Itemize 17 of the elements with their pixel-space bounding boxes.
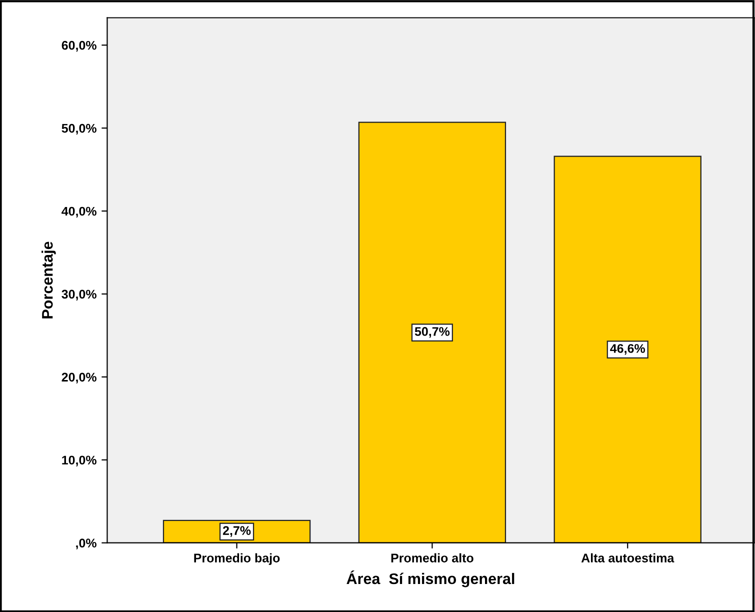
x-tick-label: Promedio bajo [194, 553, 280, 565]
x-axis-title: Área Sí mismo general [346, 570, 514, 588]
y-tick-label: 40,0% [62, 206, 96, 218]
y-tick-label: ,0% [76, 538, 96, 550]
x-tick-label: Alta autoestima [581, 553, 674, 562]
x-tick-label: Promedio alto [391, 553, 474, 562]
y-tick-label: 50,0% [62, 124, 96, 135]
y-tick-label: 30,0% [62, 290, 96, 300]
y-tick-label: 20,0% [62, 372, 96, 384]
data-label: 50,7% [414, 327, 450, 338]
data-label: 46,6% [610, 344, 646, 355]
y-tick-label: 10,0% [62, 456, 96, 466]
bar [554, 156, 702, 543]
y-tick-label: 60,0% [62, 40, 96, 52]
y-axis-title: Porcentaje [42, 242, 56, 318]
bar [358, 122, 506, 543]
data-label: 2,7% [222, 526, 251, 537]
